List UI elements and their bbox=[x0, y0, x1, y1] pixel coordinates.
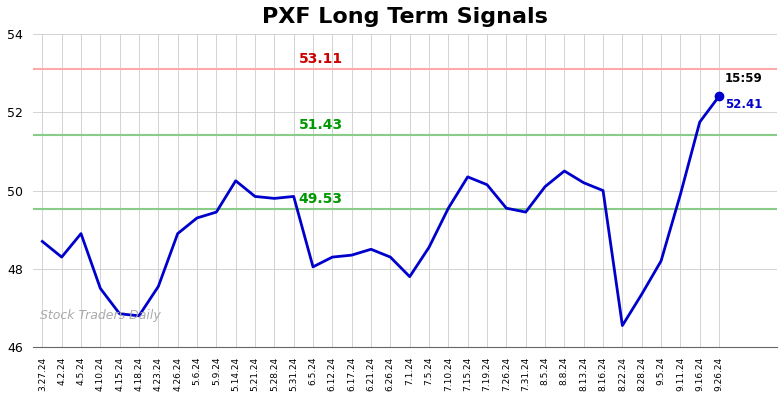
Text: 49.53: 49.53 bbox=[299, 192, 343, 206]
Text: 52.41: 52.41 bbox=[725, 98, 762, 111]
Text: 51.43: 51.43 bbox=[299, 118, 343, 132]
Text: 15:59: 15:59 bbox=[725, 72, 763, 84]
Title: PXF Long Term Signals: PXF Long Term Signals bbox=[262, 7, 548, 27]
Text: Stock Traders Daily: Stock Traders Daily bbox=[40, 309, 161, 322]
Text: 53.11: 53.11 bbox=[299, 52, 343, 66]
